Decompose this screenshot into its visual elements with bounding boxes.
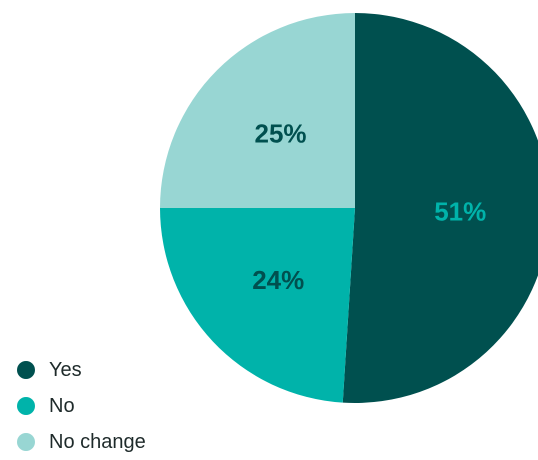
slice-label-no-change: 25% (255, 119, 307, 149)
legend-item-no-change: No change (17, 424, 146, 460)
legend-swatch-no-change (17, 433, 35, 451)
pie-slice-no-change (160, 13, 355, 208)
pie-slice-yes (342, 13, 538, 403)
legend-swatch-no (17, 397, 35, 415)
legend-swatch-yes (17, 361, 35, 379)
legend-label-no: No (49, 394, 75, 417)
legend-label-yes: Yes (49, 358, 82, 381)
slice-label-no: 24% (252, 265, 304, 295)
legend-item-no: No (17, 388, 146, 424)
legend-label-no-change: No change (49, 430, 146, 453)
pie-slice-no (160, 208, 355, 403)
slice-label-yes: 51% (434, 196, 486, 226)
legend-item-yes: Yes (17, 352, 146, 388)
legend: Yes No No change (17, 352, 146, 460)
